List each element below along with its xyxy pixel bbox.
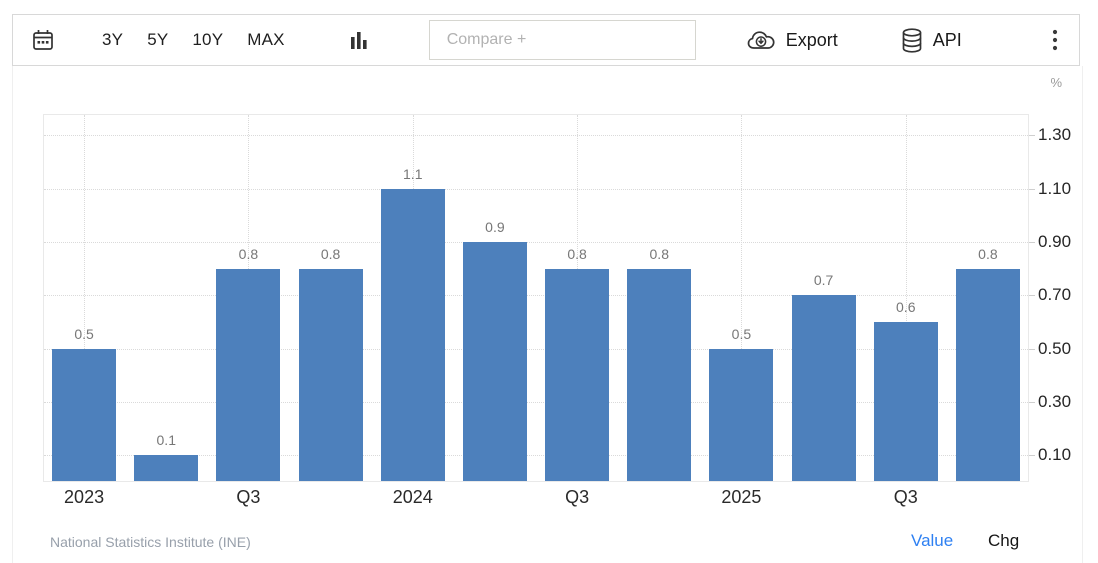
bar[interactable] — [791, 295, 856, 481]
range-10y[interactable]: 10Y — [192, 30, 224, 49]
bar-chart-icon — [349, 29, 369, 51]
x-axis-label: Q3 — [236, 487, 261, 507]
y-axis-label: 0.30 — [1038, 392, 1072, 411]
value-toggle[interactable]: Value — [911, 531, 954, 550]
export-label: Export — [785, 29, 838, 50]
bar-value-label: 0.9 — [485, 219, 505, 235]
bar-value-label: 0.5 — [74, 325, 94, 342]
gridline-horizontal — [44, 135, 1028, 137]
bar[interactable] — [134, 455, 199, 481]
api-button[interactable]: API — [900, 27, 962, 54]
x-axis-label: 2025 — [721, 487, 762, 507]
range-max[interactable]: MAX — [247, 30, 285, 49]
bar[interactable] — [216, 268, 281, 481]
kebab-menu-icon — [1051, 27, 1059, 53]
y-axis-label: 0.70 — [1038, 285, 1072, 305]
calendar-button[interactable] — [30, 27, 56, 53]
range-selector: 3Y 5Y 10Y MAX — [102, 30, 285, 50]
bar-value-label: 0.5 — [731, 325, 752, 342]
gridline-horizontal — [44, 295, 1028, 297]
bar[interactable] — [298, 268, 363, 481]
gridline-horizontal — [44, 188, 1028, 190]
chart-toolbar: 3Y 5Y 10Y MAX Export — [12, 14, 1080, 66]
y-axis-tick — [1029, 455, 1035, 457]
bar[interactable] — [380, 188, 445, 481]
bar[interactable] — [462, 242, 527, 481]
range-3y[interactable]: 3Y — [102, 30, 124, 49]
chg-toggle[interactable]: Chg — [988, 531, 1020, 550]
cloud-download-icon — [746, 29, 777, 52]
y-axis-tick — [1029, 402, 1035, 403]
bar-value-label: 0.1 — [156, 432, 176, 449]
bar[interactable] — [545, 268, 610, 481]
bar[interactable] — [709, 348, 774, 481]
calendar-icon — [30, 27, 56, 53]
x-axis-label: Q3 — [893, 487, 918, 507]
card-left-border — [12, 66, 13, 563]
bar[interactable] — [873, 322, 938, 481]
x-axis-label: Q3 — [565, 487, 590, 507]
y-axis-label: 0.10 — [1038, 445, 1072, 465]
bar-value-label: 0.7 — [813, 272, 834, 289]
range-5y[interactable]: 5Y — [147, 30, 169, 49]
y-axis-label: 0.90 — [1038, 232, 1072, 251]
gridline-horizontal — [44, 402, 1028, 403]
bar-value-label: 1.1 — [403, 165, 423, 182]
api-label: API — [932, 29, 962, 50]
gridline-vertical — [741, 115, 743, 481]
chart-type-button[interactable] — [349, 29, 369, 51]
x-axis-label: 2024 — [392, 487, 433, 507]
x-axis-label: 2023 — [64, 487, 105, 507]
compare-input[interactable] — [428, 20, 696, 60]
bar[interactable] — [627, 268, 692, 481]
gridline-horizontal — [44, 348, 1028, 350]
export-button[interactable]: Export — [746, 29, 838, 52]
source-attribution: National Statistics Institute (INE) — [50, 534, 251, 550]
bar[interactable] — [52, 348, 117, 481]
y-axis-tick — [1029, 242, 1035, 243]
more-options-button[interactable] — [1051, 27, 1059, 53]
plot-area — [43, 114, 1029, 482]
bar-value-label: 0.8 — [567, 245, 587, 262]
y-axis-unit: % — [1050, 75, 1062, 90]
bar-value-label: 0.8 — [978, 245, 998, 262]
card-right-border — [1082, 66, 1083, 563]
gridline-vertical — [905, 115, 907, 481]
bar-value-label: 0.6 — [896, 299, 916, 315]
y-axis-label: 1.30 — [1038, 125, 1072, 145]
gridline-horizontal — [44, 242, 1028, 243]
bar[interactable] — [955, 268, 1020, 481]
y-axis-tick — [1029, 188, 1035, 190]
gridline-vertical — [84, 115, 86, 481]
gridline-horizontal — [44, 455, 1028, 457]
y-axis-tick — [1029, 295, 1035, 297]
y-axis-label: 0.50 — [1038, 338, 1072, 358]
y-axis-tick — [1029, 348, 1035, 350]
bar-value-label: 0.8 — [320, 245, 341, 262]
database-icon — [900, 27, 924, 54]
bar-value-label: 0.8 — [649, 245, 669, 262]
y-axis-tick — [1029, 135, 1035, 137]
y-axis-label: 1.10 — [1038, 178, 1072, 198]
bar-value-label: 0.8 — [238, 245, 259, 262]
